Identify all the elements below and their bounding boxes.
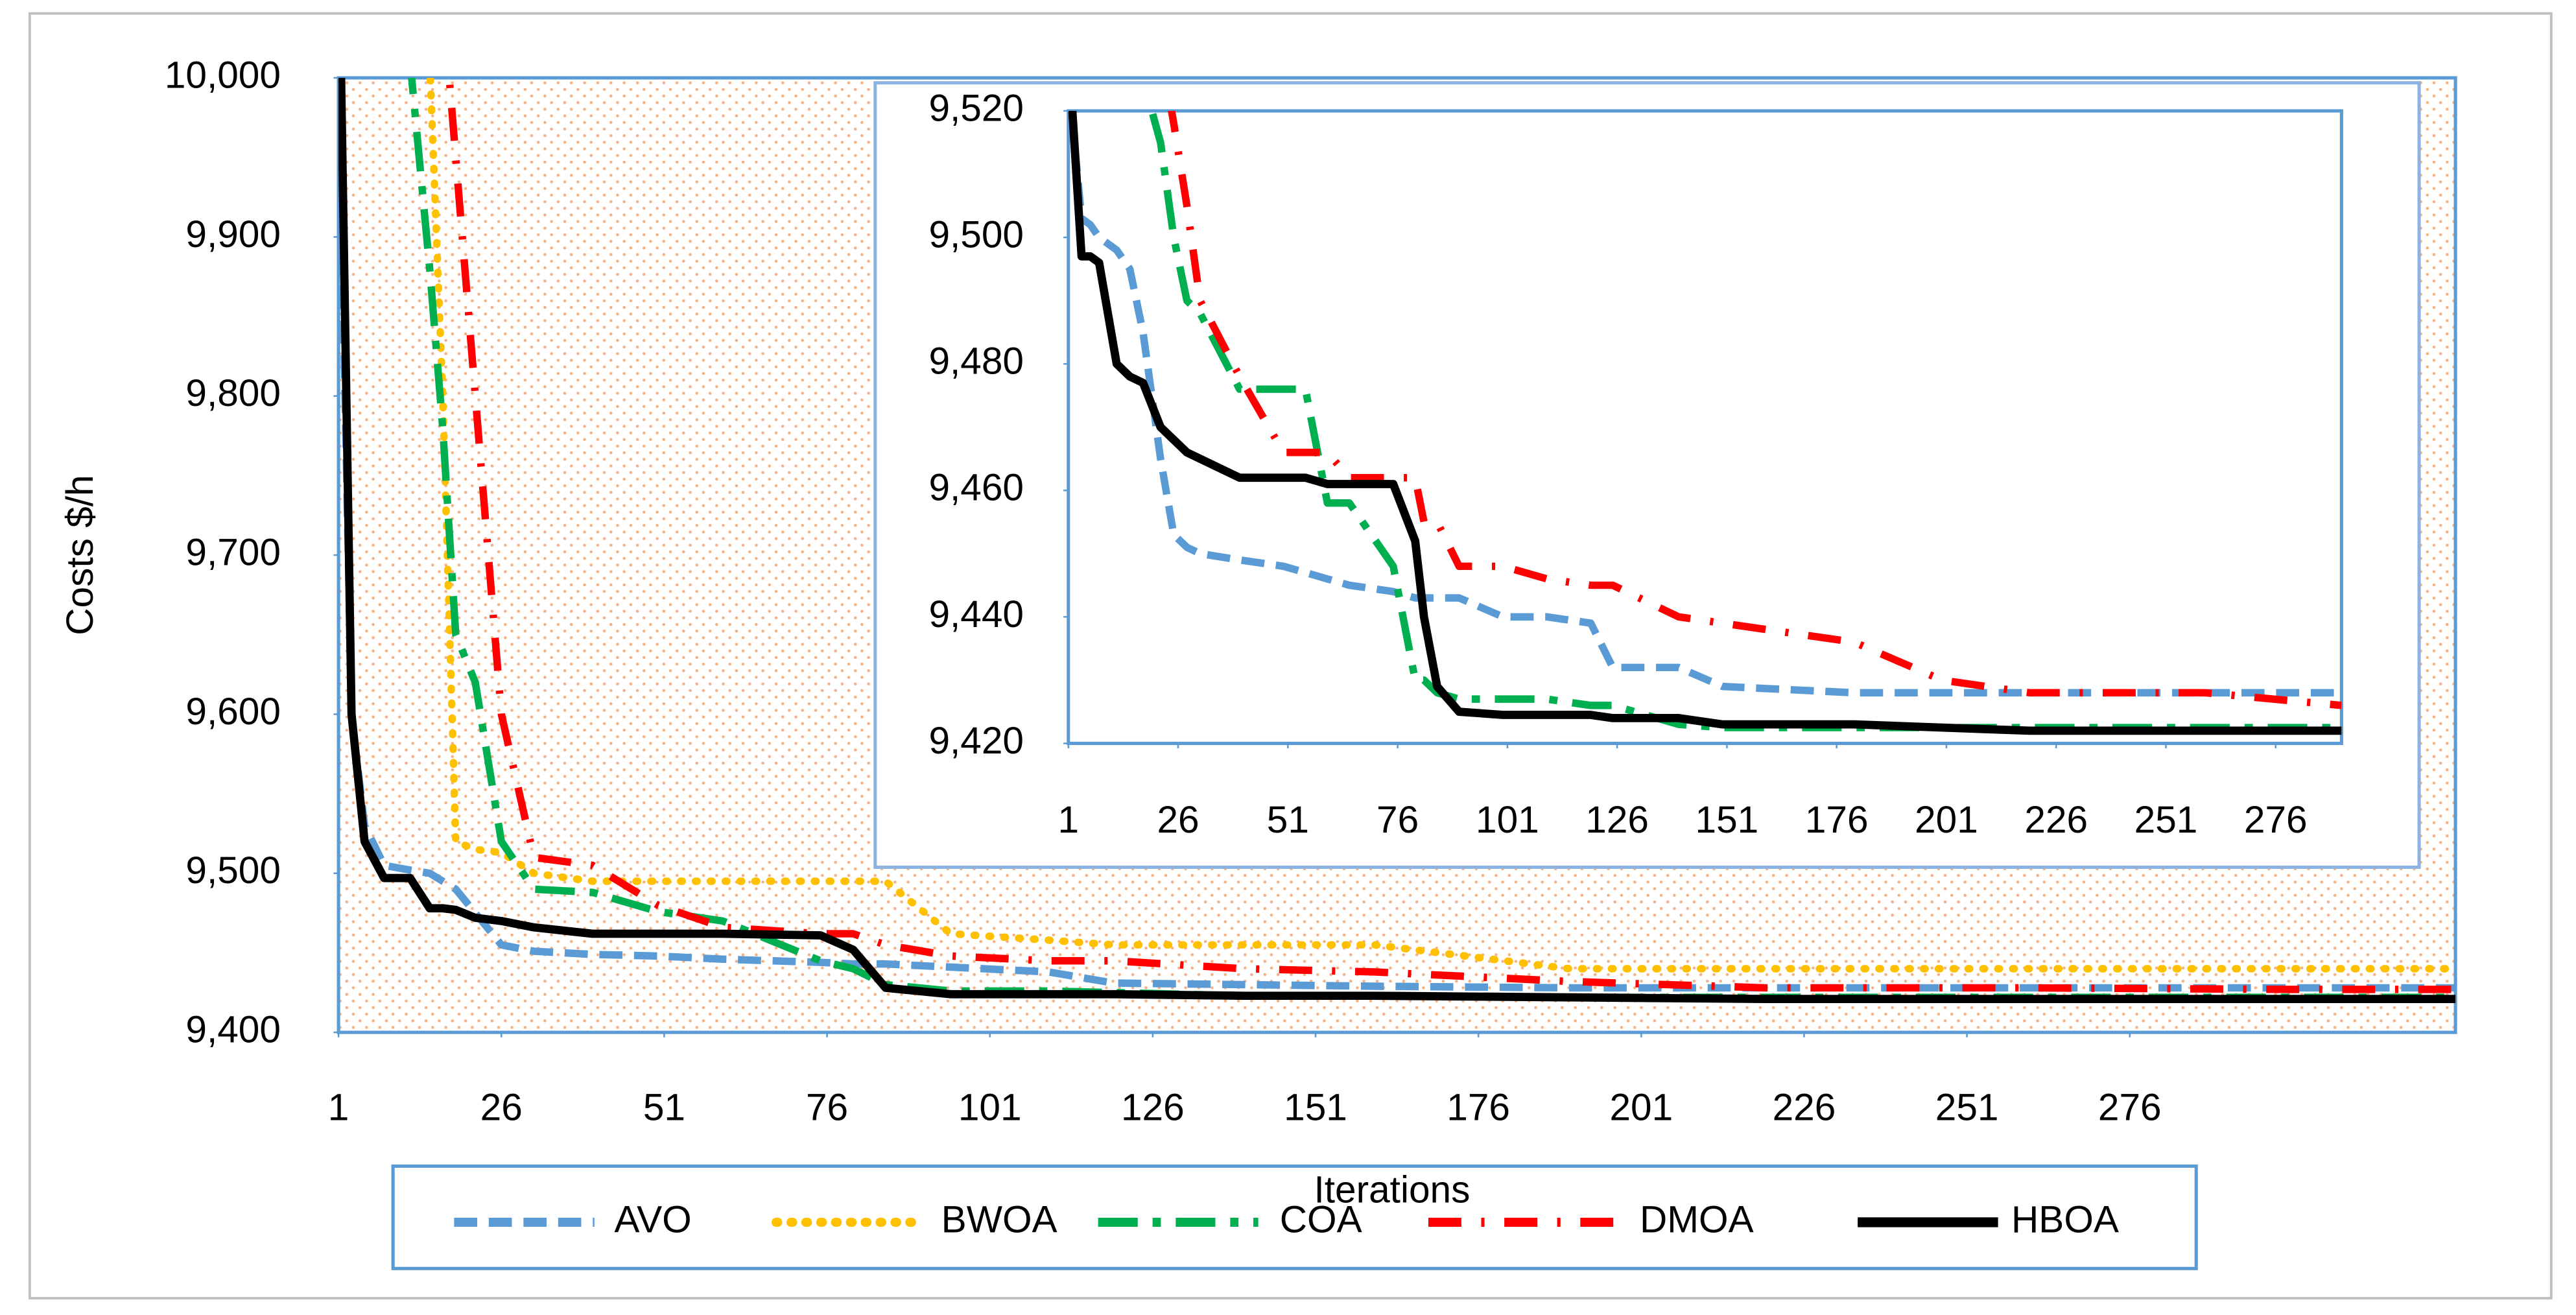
x-tick-label: 226 [1773, 1086, 1836, 1128]
x-tick-label: 151 [1284, 1086, 1347, 1128]
x-tick-label: 251 [1935, 1086, 1999, 1128]
x-tick-label: 126 [1121, 1086, 1185, 1128]
y-tick-label: 9,480 [928, 340, 1024, 383]
x-tick-label: 201 [1915, 799, 1978, 841]
legend-label: DMOA [1640, 1198, 1754, 1240]
inset-series-group [1068, 111, 2342, 735]
y-tick-label: 9,500 [185, 849, 281, 892]
y-tick-label: 9,520 [928, 87, 1024, 129]
series-line [1168, 111, 2342, 709]
legend-label: COA [1280, 1198, 1362, 1240]
x-tick-label: 51 [1267, 799, 1309, 841]
y-tick-label: 9,420 [928, 720, 1024, 762]
legend-label: AVO [614, 1198, 691, 1240]
x-tick-label: 1 [1058, 799, 1079, 841]
series-line [1068, 111, 2342, 735]
y-tick-label: 9,800 [185, 372, 281, 414]
series-line [338, 78, 2456, 1003]
x-tick-label: 76 [1377, 799, 1419, 841]
y-tick-label: 9,460 [928, 467, 1024, 509]
x-axis-label: Iterations [1314, 1169, 1471, 1211]
x-tick-label: 126 [1585, 799, 1649, 841]
x-tick-label: 176 [1447, 1086, 1510, 1128]
y-axis-label: Costs $/h [59, 475, 101, 635]
x-tick-label: 201 [1609, 1086, 1673, 1128]
x-tick-label: 26 [480, 1086, 523, 1128]
x-tick-label: 176 [1805, 799, 1869, 841]
x-tick-label: 76 [806, 1086, 848, 1128]
x-tick-label: 101 [958, 1086, 1022, 1128]
y-tick-label: 10,000 [165, 54, 281, 97]
x-tick-label: 1 [328, 1086, 349, 1128]
y-tick-label: 9,600 [185, 691, 281, 733]
x-tick-label: 226 [2024, 799, 2088, 841]
series-line [426, 78, 2456, 973]
x-tick-label: 26 [1157, 799, 1199, 841]
series-line [1068, 111, 2342, 697]
x-tick-label: 101 [1476, 799, 1539, 841]
series-line [338, 78, 2456, 992]
x-tick-label: 151 [1696, 799, 1759, 841]
legend-label: HBOA [2011, 1198, 2119, 1240]
y-tick-label: 9,400 [185, 1009, 281, 1051]
x-tick-label: 276 [2244, 799, 2308, 841]
y-tick-label: 9,500 [928, 214, 1024, 256]
y-tick-label: 9,900 [185, 213, 281, 255]
y-tick-label: 9,440 [928, 593, 1024, 635]
x-tick-label: 276 [2098, 1086, 2162, 1128]
inset-plot-area [1067, 109, 2343, 745]
y-tick-label: 9,700 [185, 532, 281, 574]
series-group [338, 78, 2456, 1003]
series-line [408, 78, 2456, 1001]
x-tick-label: 51 [643, 1086, 685, 1128]
legend-label: BWOA [941, 1198, 1058, 1240]
x-tick-label: 251 [2134, 799, 2198, 841]
